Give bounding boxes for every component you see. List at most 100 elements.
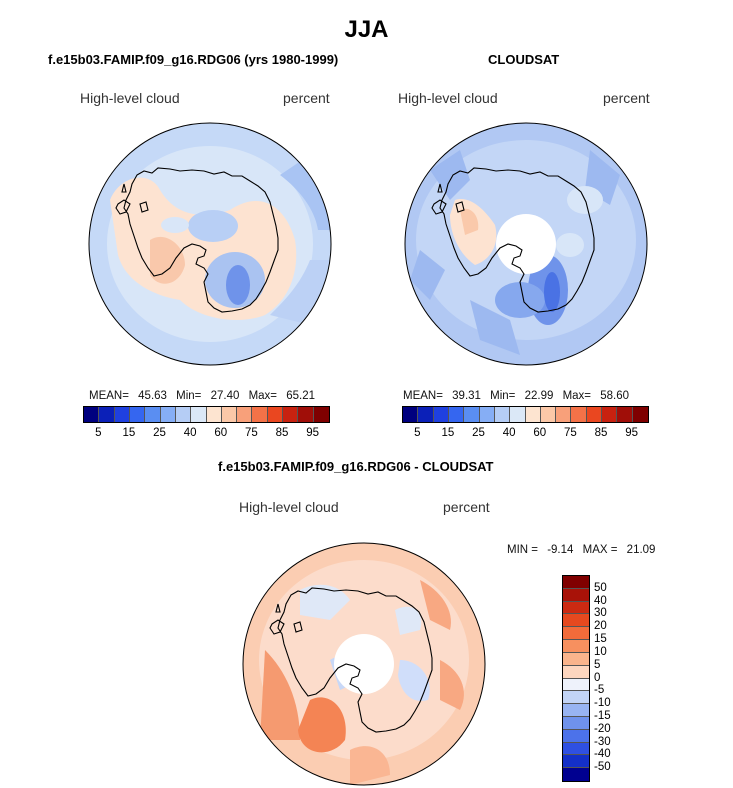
colorbar-swatch [556, 407, 572, 422]
colorbar-swatch [563, 601, 589, 615]
mean-value: 45.63 [138, 390, 167, 402]
colorbar-swatch [145, 407, 161, 422]
colorbar-swatch [602, 407, 618, 422]
colorbar-tick-label: 60 [533, 427, 547, 439]
colorbar-swatch [99, 407, 115, 422]
colorbar-swatch [571, 407, 587, 422]
max-value: 21.09 [626, 544, 656, 556]
panel2-title: CLOUDSAT [488, 52, 560, 67]
panel1-colorbar-ticks: 5 15 25 40 60 75 85 95 [83, 427, 328, 443]
colorbar-swatch [221, 407, 238, 422]
colorbar-tick-label: 5 [414, 427, 421, 439]
colorbar-swatch [525, 407, 541, 422]
colorbar-tick-label: 85 [594, 427, 608, 439]
colorbar-tick-label: 75 [564, 427, 577, 439]
colorbar-swatch [563, 716, 589, 730]
colorbar-swatch [494, 407, 511, 422]
colorbar-tick-label: 25 [472, 427, 485, 439]
colorbar-swatch [175, 407, 192, 422]
colorbar-swatch [563, 704, 589, 717]
colorbar-swatch [563, 691, 589, 705]
colorbar-swatch [206, 407, 222, 422]
max-label: MAX = [582, 544, 618, 556]
panel2-variable-label: High-level cloud [398, 90, 498, 106]
colorbar-swatch [448, 407, 465, 422]
max-label: Max= [248, 390, 278, 402]
colorbar-tick-label: 95 [306, 427, 320, 439]
panel2-colorbar-ticks: 5 15 25 40 60 75 85 95 [402, 427, 647, 443]
mean-label: MEAN= [403, 390, 443, 402]
colorbar-swatch [563, 755, 589, 769]
figure-title: JJA [344, 16, 389, 43]
colorbar-tick-label: 40 [183, 427, 197, 439]
colorbar-swatch [267, 407, 284, 422]
colorbar-swatch [237, 407, 253, 422]
colorbar-swatch [563, 652, 589, 666]
colorbar-swatch [586, 407, 603, 422]
colorbar-swatch [510, 407, 526, 422]
colorbar-swatch [298, 407, 314, 422]
min-value: 27.40 [210, 390, 240, 402]
panel3-colorbar-ticks: 50 40 30 20 15 10 5 0 -5 -10 -15 -20 -30 -40 -50 [594, 575, 634, 780]
colorbar-swatch [563, 588, 589, 602]
colorbar-tick-label: 40 [594, 594, 607, 607]
colorbar-tick-label: 20 [594, 620, 607, 633]
mean-value: 39.31 [452, 390, 481, 402]
panel3-title: f.e15b03.FAMIP.f09_g16.RDG06 - CLOUDSAT [218, 459, 494, 474]
min-label: Min= [176, 390, 202, 402]
colorbar-swatch [479, 407, 495, 422]
colorbar-swatch [563, 627, 589, 641]
panel2-stats: MEAN= 39.31 Min= 22.99 Max= 58.60 [403, 390, 629, 402]
colorbar-tick-label: 60 [214, 427, 228, 439]
panel2-colorbar [402, 406, 649, 423]
colorbar-swatch [563, 678, 589, 692]
min-value: -9.14 [547, 544, 574, 556]
panel3-variable-label: High-level cloud [239, 499, 339, 515]
colorbar-swatch [252, 407, 268, 422]
colorbar-swatch [433, 407, 449, 422]
panel1-title: f.e15b03.FAMIP.f09_g16.RDG06 (yrs 1980-1… [48, 52, 339, 67]
panel1-colorbar [83, 406, 330, 423]
colorbar-swatch [418, 407, 434, 422]
panel1-units-label: percent [283, 90, 330, 106]
colorbar-swatch [563, 614, 589, 628]
colorbar-swatch [464, 407, 480, 422]
colorbar-tick-label: -40 [594, 748, 611, 761]
colorbar-tick-label: 40 [502, 427, 516, 439]
panel3-stats: MIN = -9.14 MAX = 21.09 [507, 544, 655, 556]
colorbar-swatch [160, 407, 176, 422]
colorbar-tick-label: -50 [594, 761, 611, 774]
max-label: Max= [562, 390, 592, 402]
colorbar-tick-label: 85 [275, 427, 289, 439]
panel1-stats: MEAN= 45.63 Min= 27.40 Max= 65.21 [89, 390, 315, 402]
colorbar-swatch [563, 742, 589, 756]
colorbar-tick-label: 15 [441, 427, 455, 439]
min-label: Min= [490, 390, 516, 402]
colorbar-tick-label: 15 [122, 427, 136, 439]
colorbar-tick-label: 30 [594, 607, 607, 620]
colorbar-tick-label: 50 [594, 581, 607, 594]
panel2-map [404, 122, 648, 366]
panel1-variable-label: High-level cloud [80, 90, 180, 106]
colorbar-tick-label: 10 [594, 645, 607, 658]
colorbar-swatch [563, 665, 589, 679]
colorbar-tick-label: 75 [245, 427, 258, 439]
colorbar-tick-label: 15 [594, 633, 607, 646]
colorbar-swatch [632, 407, 648, 422]
max-value: 58.60 [600, 390, 630, 402]
colorbar-swatch [283, 407, 299, 422]
colorbar-tick-label: 5 [95, 427, 102, 439]
colorbar-tick-label: -10 [594, 697, 611, 710]
panel3-map [242, 542, 486, 786]
max-value: 65.21 [286, 390, 316, 402]
colorbar-tick-label: -15 [594, 709, 611, 722]
colorbar-swatch [563, 768, 589, 781]
colorbar-swatch [313, 407, 329, 422]
min-value: 22.99 [524, 390, 554, 402]
colorbar-swatch [563, 729, 589, 743]
panel1-map [88, 122, 332, 366]
min-label: MIN = [507, 544, 538, 556]
colorbar-tick-label: 25 [153, 427, 166, 439]
colorbar-tick-label: -20 [594, 722, 611, 735]
